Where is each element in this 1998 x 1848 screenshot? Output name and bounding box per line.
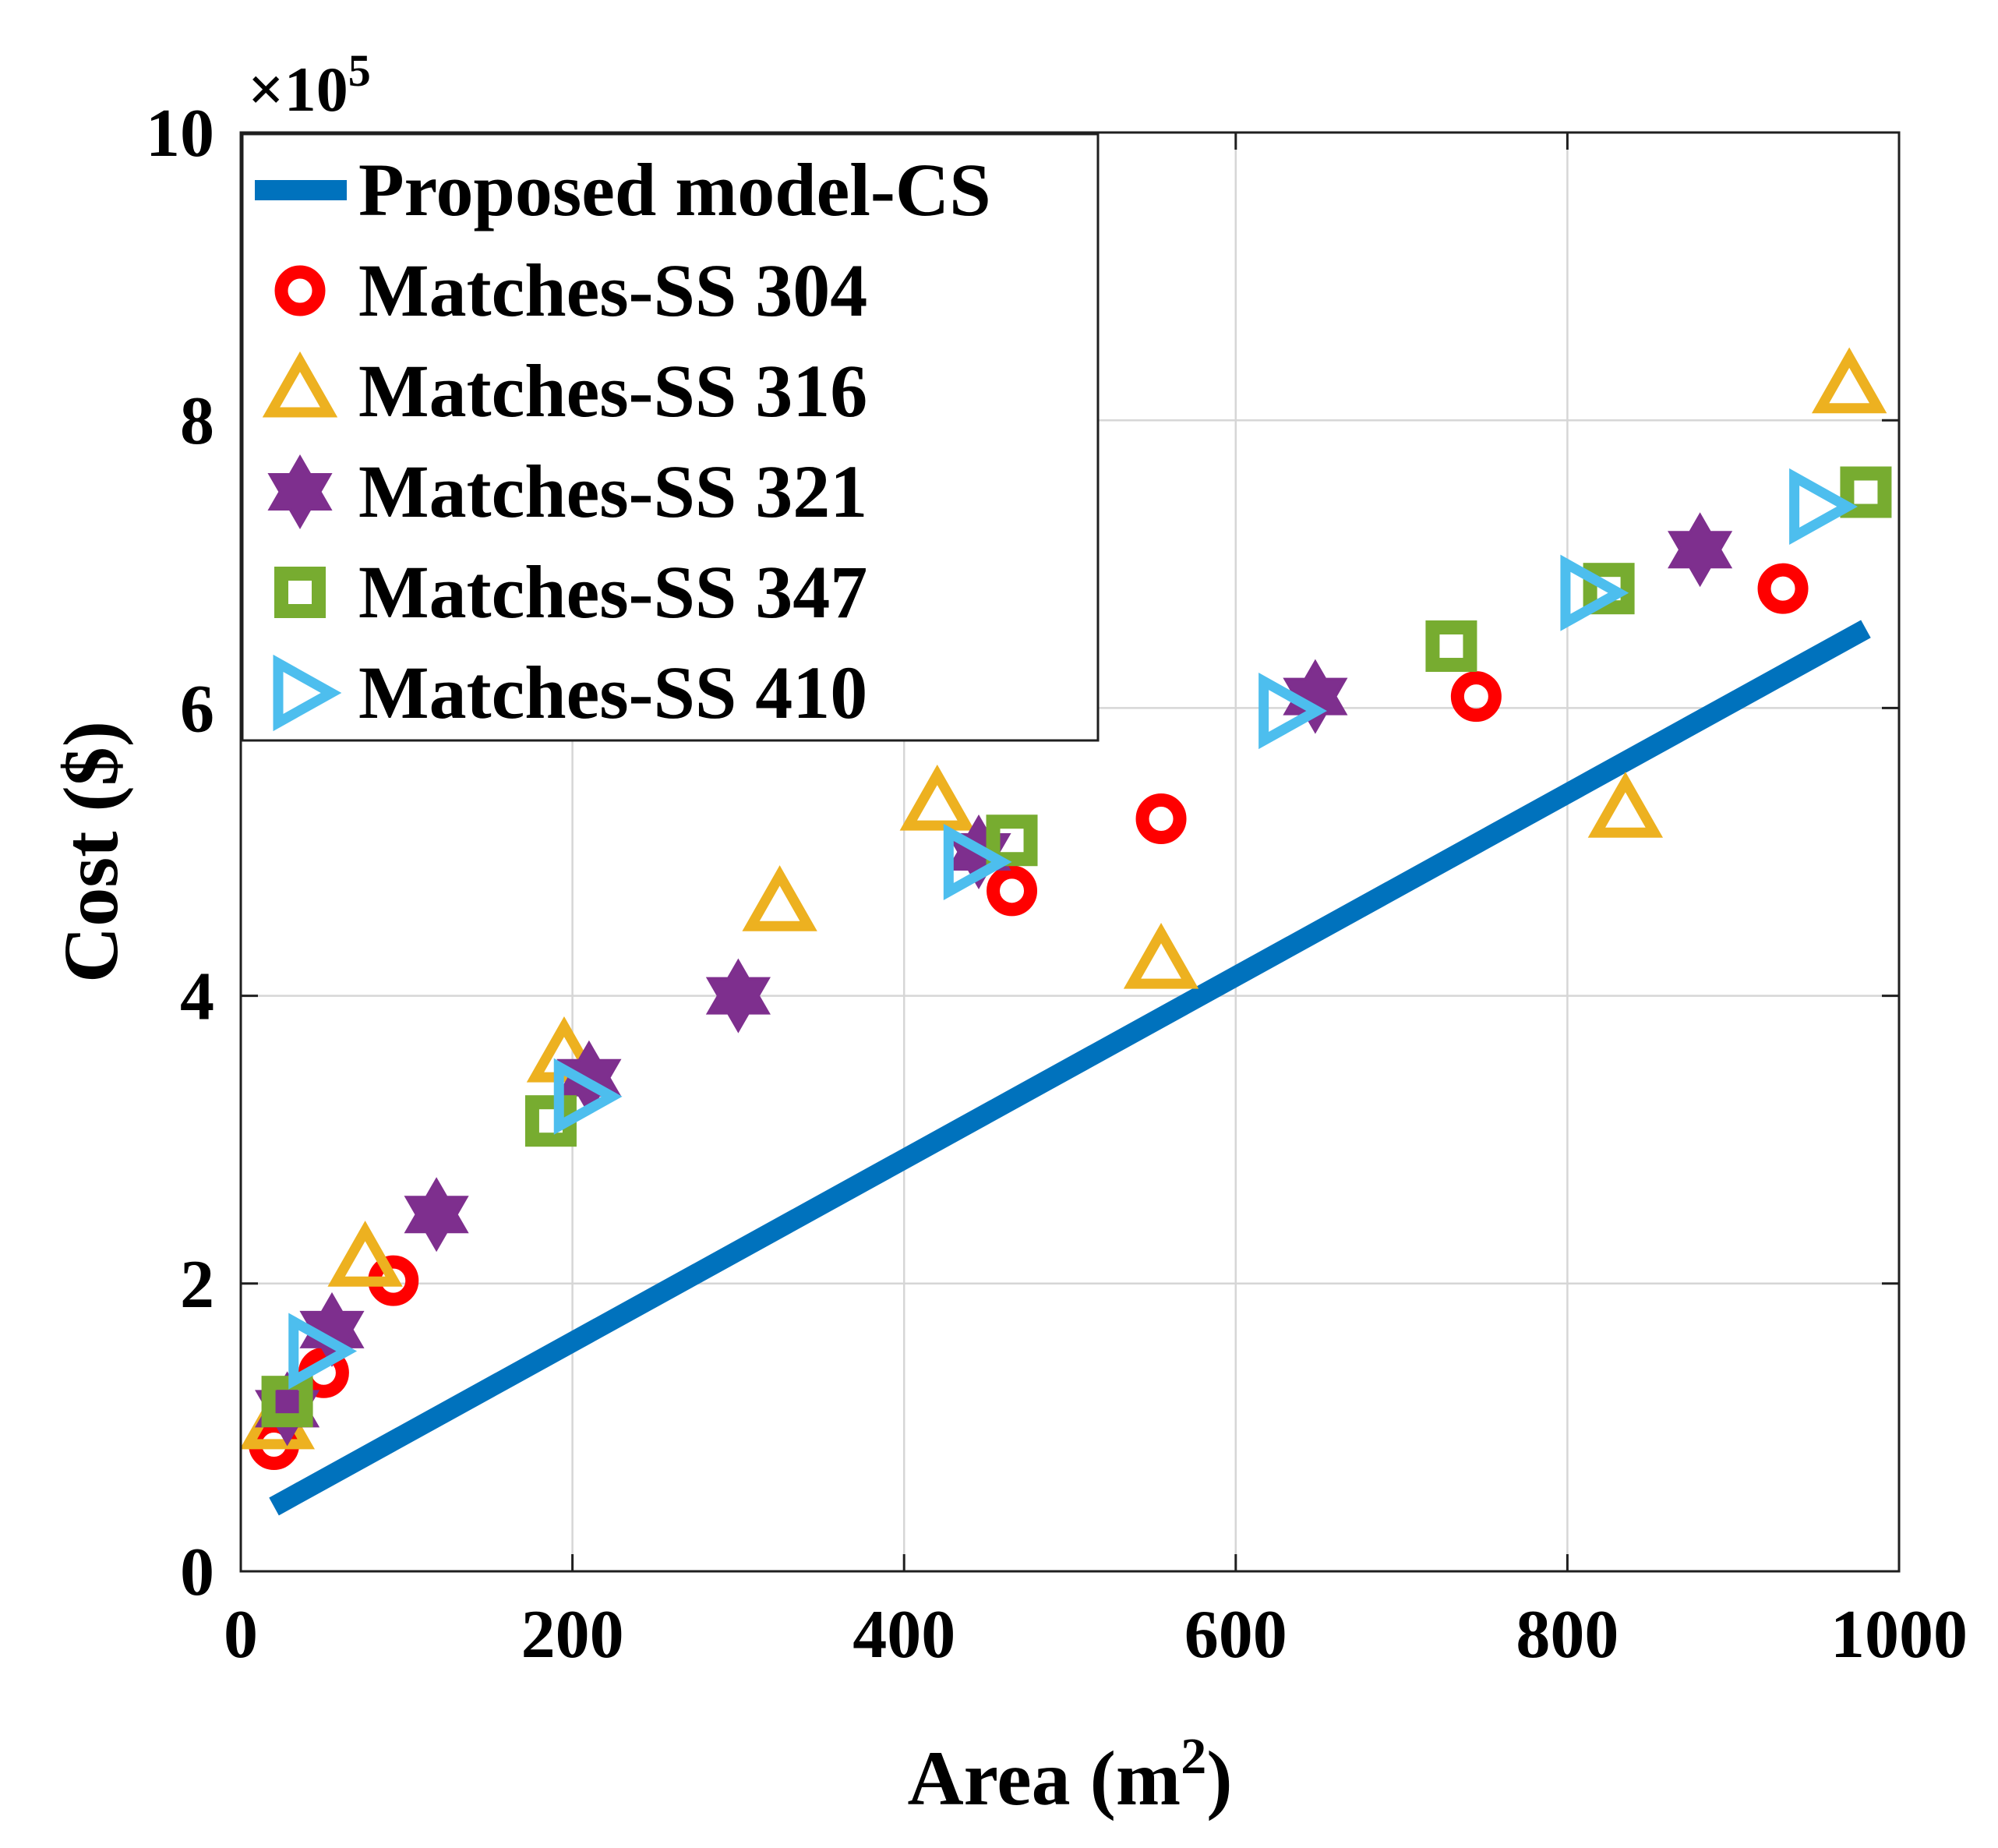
x-tick-label: 600 bbox=[1184, 1597, 1287, 1673]
x-tick-label: 800 bbox=[1516, 1597, 1619, 1673]
y-axis-multiplier-exponent: 5 bbox=[348, 45, 371, 96]
legend-label: Proposed model-CS bbox=[358, 148, 991, 231]
x-axis-label: Area (m2) bbox=[907, 1728, 1232, 1821]
plot-series bbox=[239, 347, 1892, 1516]
data-point-hexagram bbox=[1668, 512, 1733, 588]
data-point-triangle-right bbox=[1560, 554, 1629, 631]
data-point-triangle-right bbox=[288, 1313, 358, 1390]
legend-label: Matches-SS 410 bbox=[358, 651, 867, 734]
axis-ticks: 0 200 400 600 800 1000 0 2 4 6 8 10 bbox=[146, 96, 1968, 1673]
y-tick-label: 10 bbox=[146, 96, 214, 171]
data-point-triangle-up bbox=[742, 865, 817, 931]
data-point-square bbox=[1425, 620, 1477, 673]
legend-label: Matches-SS 347 bbox=[358, 550, 867, 634]
data-point-triangle-right bbox=[553, 1058, 623, 1135]
data-point-square bbox=[986, 814, 1038, 867]
data-point-square bbox=[1583, 563, 1635, 615]
data-point-hexagram bbox=[1283, 659, 1348, 734]
legend-symbol-circle bbox=[274, 265, 326, 316]
data-point-triangle-up bbox=[899, 764, 975, 831]
data-point-square bbox=[261, 1376, 313, 1428]
x-tick-label: 0 bbox=[224, 1597, 258, 1673]
y-tick-label: 2 bbox=[180, 1247, 214, 1323]
series-1 bbox=[249, 563, 1809, 1471]
legend-label: Matches-SS 304 bbox=[358, 249, 867, 332]
data-point-circle bbox=[1135, 793, 1187, 845]
data-point-triangle-right bbox=[1258, 673, 1327, 750]
y-axis-multiplier-base: ×10 bbox=[248, 54, 348, 125]
series-2 bbox=[239, 347, 1887, 1450]
y-tick-label: 0 bbox=[180, 1535, 214, 1610]
data-point-hexagram bbox=[705, 958, 771, 1034]
y-tick-label: 6 bbox=[180, 671, 214, 747]
data-point-circle bbox=[1450, 671, 1502, 723]
series-0 bbox=[269, 620, 1871, 1516]
x-tick-label: 1000 bbox=[1830, 1597, 1968, 1673]
y-axis-label: Cost ($) bbox=[48, 721, 134, 983]
legend-symbol-triangle-up bbox=[262, 351, 338, 418]
legend-label: Matches-SS 321 bbox=[358, 450, 867, 533]
data-point-triangle-up bbox=[327, 1221, 403, 1287]
data-point-triangle-up bbox=[1587, 772, 1664, 838]
y-tick-label: 8 bbox=[180, 383, 214, 459]
data-point-triangle-up bbox=[1811, 347, 1887, 414]
legend-symbol-triangle-right bbox=[273, 654, 342, 732]
data-point-circle bbox=[987, 865, 1038, 917]
data-point-triangle-up bbox=[526, 1016, 602, 1083]
legend-label: Matches-SS 316 bbox=[358, 349, 867, 433]
y-tick-label: 4 bbox=[180, 959, 214, 1035]
legend-box bbox=[241, 133, 1100, 742]
data-point-triangle-up bbox=[1123, 923, 1199, 989]
series-line-proposed-model bbox=[269, 620, 1871, 1516]
data-point-triangle-right bbox=[943, 823, 1012, 901]
x-axis-label-close: ) bbox=[1206, 1735, 1232, 1821]
data-point-triangle-right bbox=[1789, 468, 1858, 546]
x-tick-label: 200 bbox=[521, 1597, 624, 1673]
plot-area-frame bbox=[239, 131, 1901, 1573]
legend: Proposed model-CS Matches-SS 304 Matches-S… bbox=[241, 133, 1100, 742]
data-point-hexagram bbox=[404, 1177, 469, 1253]
series-5 bbox=[288, 468, 1858, 1390]
x-axis-label-main: Area (m bbox=[907, 1735, 1181, 1821]
y-axis-multiplier: ×105 bbox=[248, 45, 371, 125]
x-axis-label-superscript: 2 bbox=[1181, 1728, 1206, 1785]
x-tick-label: 400 bbox=[853, 1597, 955, 1673]
legend-symbol-hexagram bbox=[267, 454, 333, 530]
legend-symbol-square bbox=[274, 567, 326, 618]
data-point-square bbox=[1840, 466, 1892, 518]
data-point-circle bbox=[1757, 563, 1809, 614]
